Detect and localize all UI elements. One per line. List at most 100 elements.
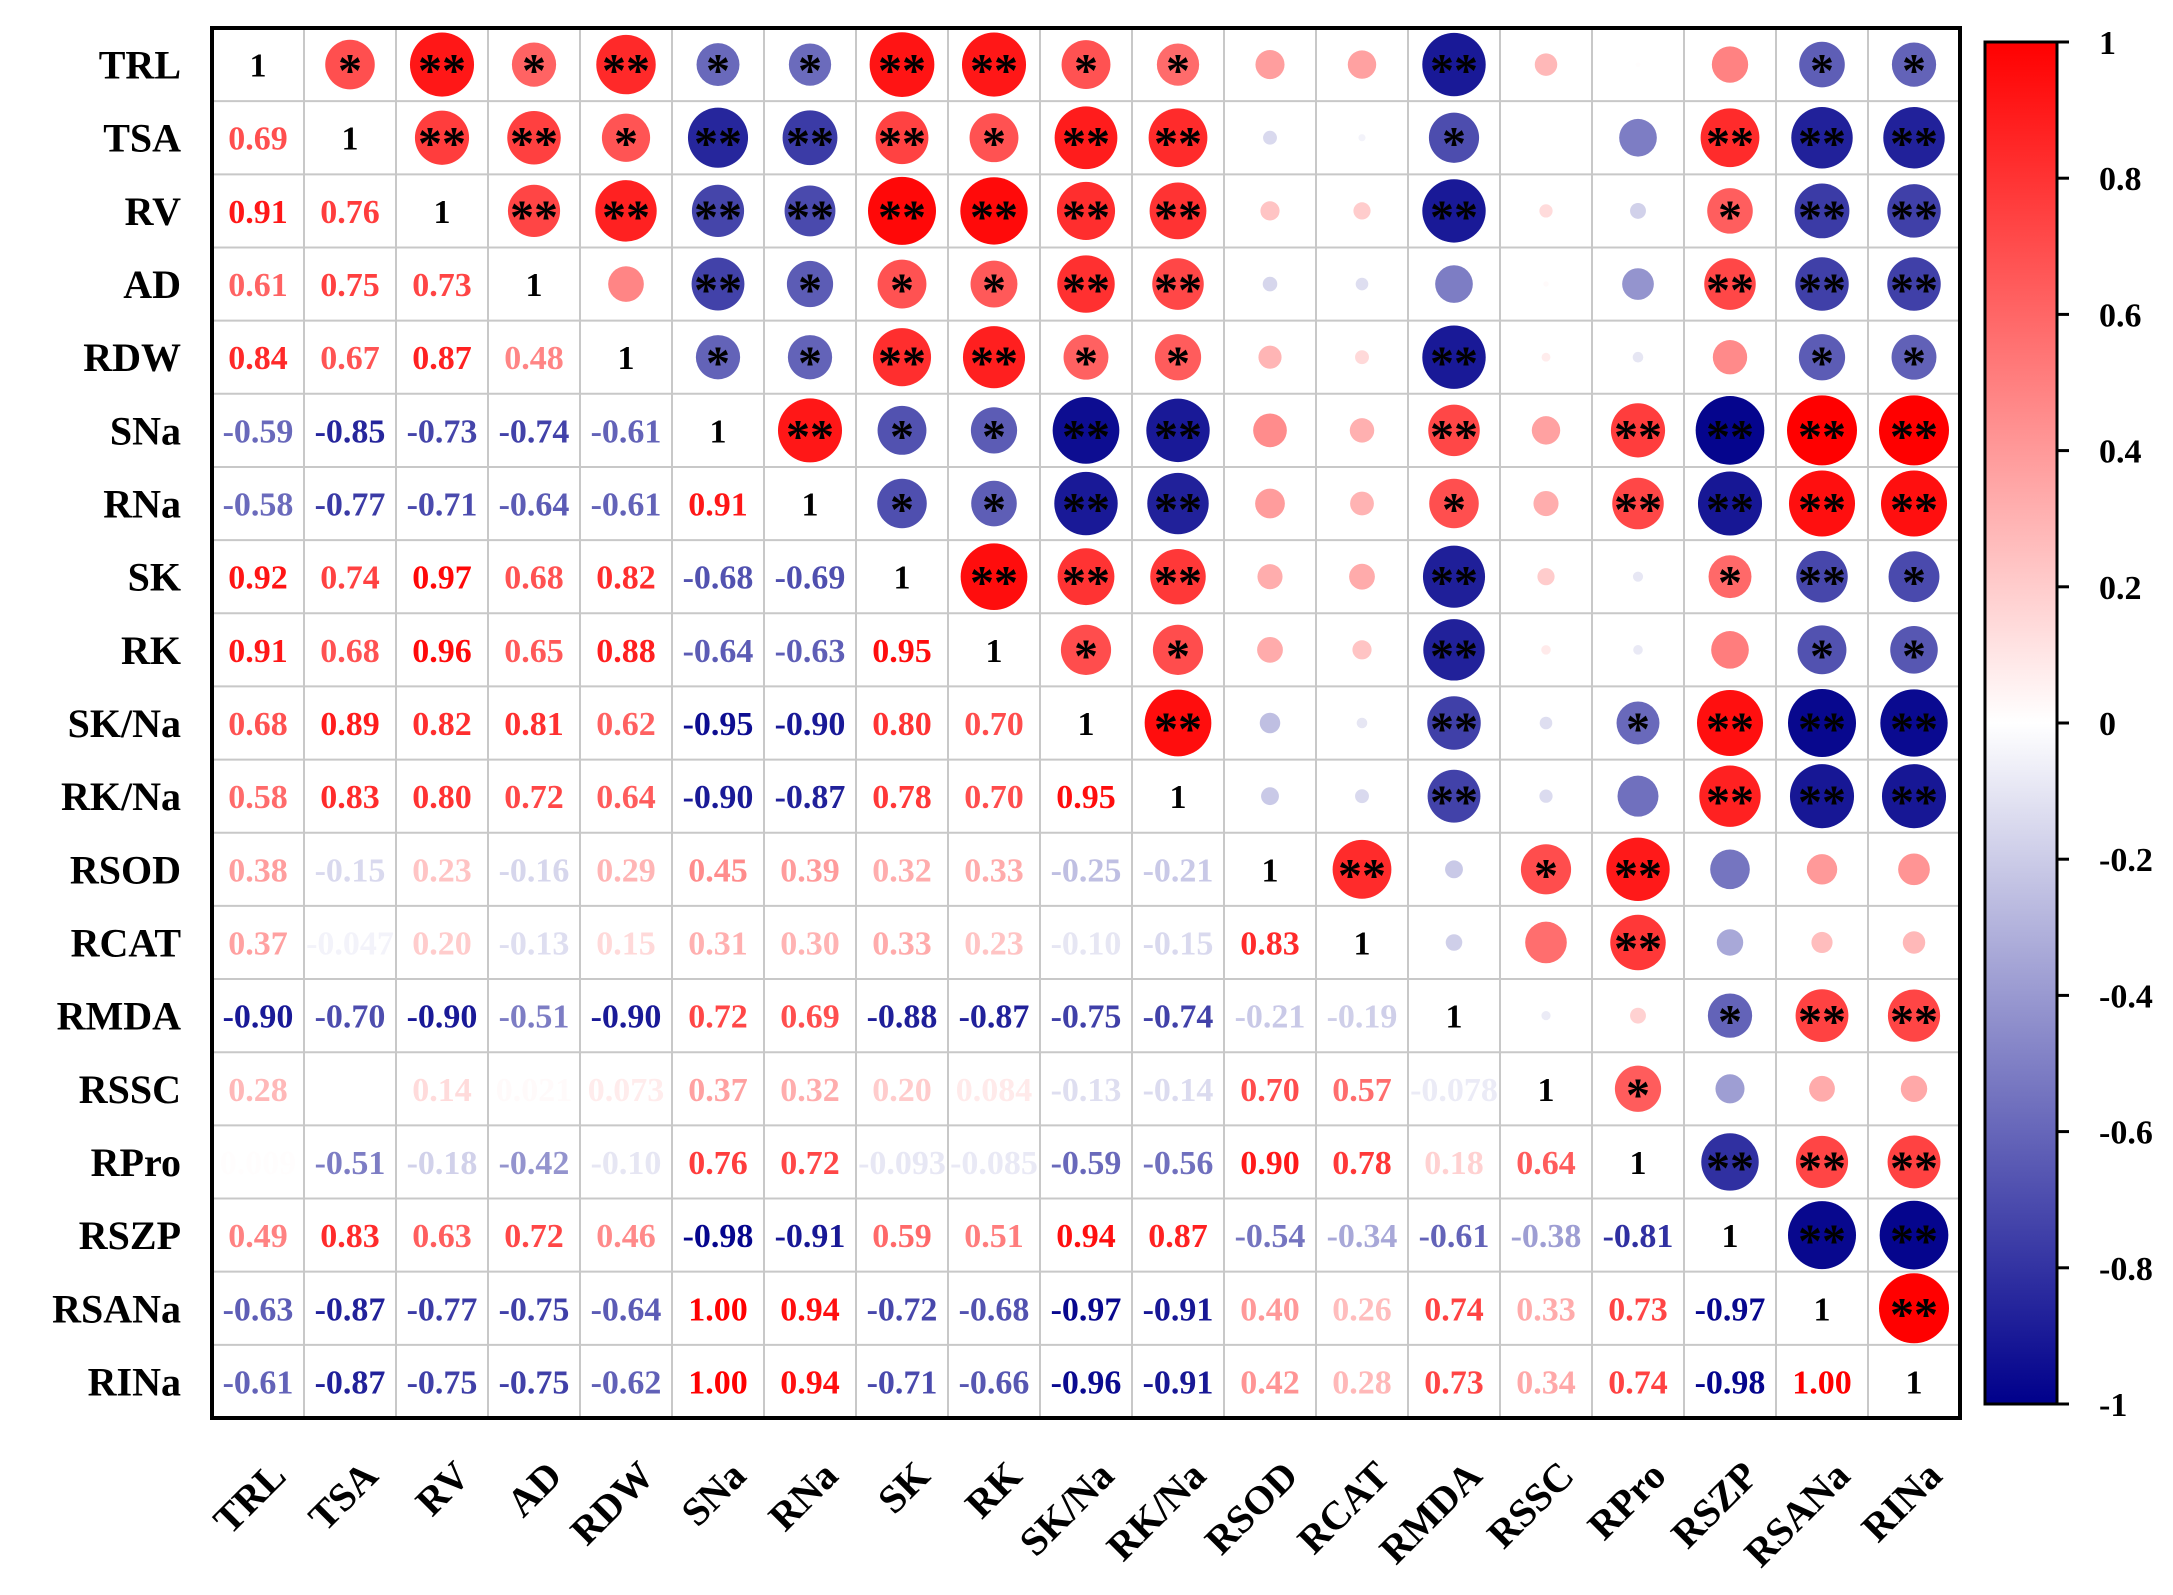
column-label: RMDA xyxy=(1371,1452,1491,1572)
correlation-circle xyxy=(1332,839,1392,899)
correlation-value: -0.87 xyxy=(315,1291,386,1328)
correlation-circle xyxy=(777,398,843,463)
correlation-value: 0.14 xyxy=(412,1072,472,1109)
colorbar-tick-label: 0.6 xyxy=(2099,297,2142,334)
significance-marker: ** xyxy=(1890,484,1938,537)
correlation-circle xyxy=(1261,787,1279,806)
correlation-circle xyxy=(1428,404,1480,457)
significance-marker: ** xyxy=(1890,996,1938,1049)
significance-marker: ** xyxy=(1890,776,1938,829)
correlation-value: -0.75 xyxy=(499,1364,570,1401)
correlation-circle xyxy=(1614,1065,1662,1112)
significance-marker: ** xyxy=(786,191,834,244)
correlation-circle xyxy=(1445,860,1463,879)
significance-marker: ** xyxy=(602,45,650,98)
correlation-circle xyxy=(687,107,749,168)
colorbar-tick-label: -0.8 xyxy=(2099,1251,2153,1288)
correlation-circle xyxy=(962,326,1026,389)
correlation-circle xyxy=(1056,181,1116,240)
correlation-circle xyxy=(782,110,838,166)
significance-marker: * xyxy=(1074,630,1098,683)
correlation-circle xyxy=(1716,929,1744,956)
correlation-value: -0.64 xyxy=(683,633,754,670)
correlation-value: 0.70 xyxy=(964,706,1024,743)
column-label: RINa xyxy=(1853,1453,1951,1551)
diagonal-label: 1 xyxy=(250,48,267,85)
correlation-circle xyxy=(1617,775,1659,817)
correlation-value: -0.34 xyxy=(1327,1218,1398,1255)
correlation-circle xyxy=(1355,350,1369,365)
correlation-value: -0.70 xyxy=(315,999,386,1036)
correlation-value: 0.46 xyxy=(596,1218,656,1255)
correlation-circle xyxy=(1349,563,1375,590)
correlation-value: -0.74 xyxy=(499,413,570,450)
significance-marker: ** xyxy=(1798,776,1846,829)
significance-marker: * xyxy=(1074,45,1098,98)
colorbar-tick-label: -0.4 xyxy=(2099,978,2153,1015)
row-label: AD xyxy=(123,262,181,307)
row-label: RINa xyxy=(88,1359,181,1404)
matrix-frame xyxy=(210,26,1962,1420)
correlation-value: 0.42 xyxy=(1240,1364,1300,1401)
correlation-value: -0.87 xyxy=(959,999,1030,1036)
correlation-circle xyxy=(1060,624,1112,675)
significance-marker: ** xyxy=(1798,410,1846,463)
significance-marker: * xyxy=(890,264,914,317)
correlation-value: 0.33 xyxy=(872,925,932,962)
correlation-value: -0.68 xyxy=(959,1291,1030,1328)
correlation-circle xyxy=(1057,548,1115,606)
significance-marker: ** xyxy=(1154,410,1202,463)
correlation-circle xyxy=(1063,334,1109,380)
correlation-value: 0.073 xyxy=(588,1072,665,1109)
correlation-circle xyxy=(1531,416,1561,445)
correlation-circle xyxy=(875,111,929,165)
significance-marker: ** xyxy=(1890,191,1938,244)
significance-marker: ** xyxy=(1890,410,1938,463)
significance-marker: ** xyxy=(1614,410,1662,463)
row-label: RSSC xyxy=(79,1067,181,1112)
correlation-circle xyxy=(1707,188,1753,234)
correlation-value: 0.95 xyxy=(1056,779,1116,816)
correlation-circle xyxy=(1890,626,1938,674)
correlation-value: 0.89 xyxy=(320,706,380,743)
column-label: RK xyxy=(956,1453,1030,1527)
diagonal-label: 1 xyxy=(1906,1364,1923,1401)
correlation-circle xyxy=(1349,418,1375,443)
correlation-value: -0.90 xyxy=(775,706,846,743)
correlation-circle xyxy=(877,259,927,309)
significance-marker: ** xyxy=(970,557,1018,610)
significance-marker: ** xyxy=(1798,557,1846,610)
correlation-circle xyxy=(1356,717,1368,729)
correlation-circle xyxy=(1798,334,1846,381)
correlation-circle xyxy=(1358,134,1366,142)
correlation-value: -0.91 xyxy=(775,1218,846,1255)
correlation-circle xyxy=(1795,989,1849,1043)
row-label: RV xyxy=(125,189,181,234)
significance-marker: ** xyxy=(1430,410,1478,463)
diagonal-label: 1 xyxy=(894,560,911,597)
correlation-circle xyxy=(1787,688,1857,758)
significance-marker: * xyxy=(1626,703,1650,756)
correlation-value: 0.084 xyxy=(956,1072,1033,1109)
row-label: SK xyxy=(128,555,181,600)
correlation-circle xyxy=(877,478,927,529)
correlation-value: 0.20 xyxy=(412,925,472,962)
correlation-circle xyxy=(1707,993,1753,1038)
correlation-value: 0.74 xyxy=(1424,1291,1484,1328)
significance-marker: ** xyxy=(1430,45,1478,98)
correlation-circle xyxy=(787,335,833,380)
correlation-circle xyxy=(1147,472,1209,535)
matrix-grid xyxy=(212,28,1960,1418)
correlation-value: -0.59 xyxy=(1051,1145,1122,1182)
correlation-value: -0.56 xyxy=(1143,1145,1214,1182)
correlation-value: -0.71 xyxy=(407,487,478,524)
correlation-circle xyxy=(1898,853,1930,886)
correlation-value: -0.047 xyxy=(306,925,394,962)
correlation-circle xyxy=(1711,46,1749,83)
correlation-value: -0.15 xyxy=(1143,925,1214,962)
correlation-circle xyxy=(1150,548,1206,605)
correlation-value: -0.77 xyxy=(315,487,386,524)
significance-marker: * xyxy=(1074,337,1098,390)
significance-marker: * xyxy=(1810,630,1834,683)
